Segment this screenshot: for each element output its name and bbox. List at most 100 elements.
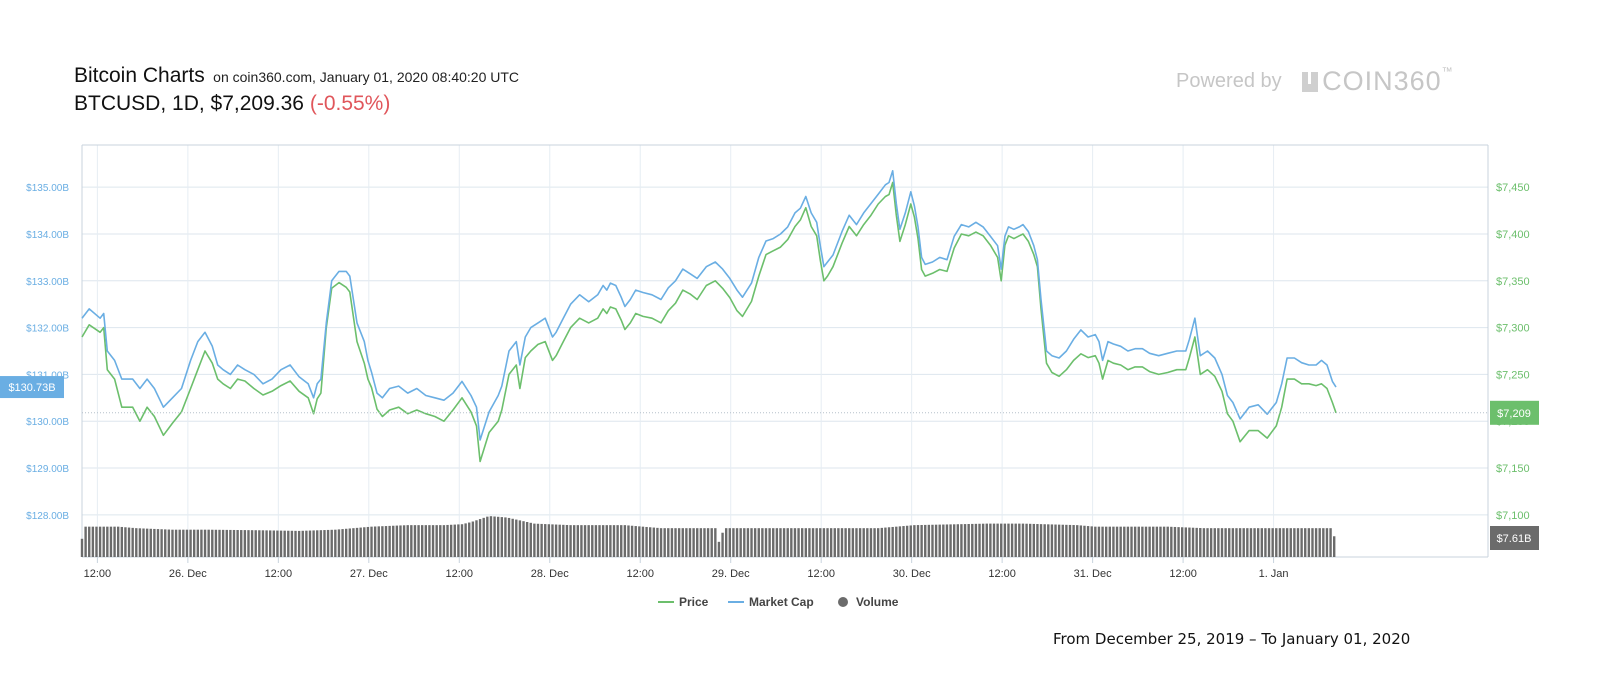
volume-bar	[735, 528, 739, 557]
volume-bar	[848, 528, 851, 557]
volume-bar	[746, 528, 750, 557]
volume-bar	[417, 525, 420, 557]
volume-bar	[1256, 528, 1260, 557]
separator: ,	[198, 92, 211, 115]
volume-bar	[873, 528, 876, 557]
coin360-logo-icon	[1302, 72, 1319, 92]
volume-bar	[1061, 524, 1064, 557]
volume-bar	[127, 527, 131, 557]
volume-bar	[413, 525, 417, 557]
volume-bar	[1076, 525, 1079, 557]
volume-bar	[924, 524, 927, 557]
volume-bar	[956, 524, 960, 557]
volume-bar	[920, 524, 923, 557]
volume-bar	[229, 529, 232, 557]
volume-bar	[782, 528, 786, 557]
y-axis-left-tick-label: $133.00B	[26, 277, 69, 288]
volume-bar	[518, 520, 522, 557]
volume-bar	[757, 528, 760, 557]
volume-bar	[1220, 528, 1224, 557]
volume-bar	[1112, 526, 1115, 557]
volume-current-badge	[1490, 526, 1539, 550]
x-axis-tick-label: 12:00	[265, 568, 293, 580]
volume-bar	[1184, 527, 1188, 557]
volume-bar	[225, 529, 228, 557]
volume-bar	[1242, 528, 1245, 557]
volume-bar	[601, 525, 605, 557]
volume-bar	[395, 525, 399, 557]
volume-bar	[826, 528, 829, 557]
volume-bar	[978, 523, 981, 557]
volume-bar	[496, 516, 500, 557]
volume-bar	[594, 525, 598, 557]
x-axis-tick-label: 28. Dec	[531, 568, 569, 580]
volume-bar	[326, 529, 330, 557]
volume-bar	[279, 530, 283, 557]
volume-bar	[174, 529, 178, 557]
volume-bar	[612, 525, 616, 557]
volume-bar	[1159, 526, 1162, 557]
volume-bar	[308, 530, 312, 557]
volume-bar	[916, 525, 920, 557]
volume-bar	[428, 525, 431, 557]
volume-bar	[580, 525, 583, 557]
volume-bar	[536, 523, 540, 557]
volume-bar	[98, 526, 102, 557]
volume-bar	[1090, 526, 1093, 557]
volume-bar	[106, 526, 109, 557]
volume-bar	[478, 519, 482, 557]
volume-bar	[196, 529, 200, 557]
volume-bar	[453, 524, 456, 557]
x-axis-tick-label: 31. Dec	[1074, 568, 1112, 580]
volume-bar	[88, 526, 91, 557]
volume-bar	[355, 527, 359, 557]
volume-bar	[1275, 528, 1278, 557]
volume-bar	[598, 525, 601, 557]
volume-bar	[1043, 524, 1046, 557]
volume-bar	[167, 529, 171, 557]
volume-bar	[388, 525, 391, 557]
volume-bar	[449, 524, 453, 557]
volume-bar	[529, 522, 532, 557]
volume-bar	[1133, 526, 1137, 557]
volume-bar	[797, 528, 800, 557]
volume-bar	[1054, 524, 1057, 557]
volume-bar	[1307, 528, 1311, 557]
volume-bar	[1180, 527, 1184, 557]
volume-bar	[1148, 526, 1151, 557]
volume-bar	[895, 526, 898, 557]
volume-bar	[981, 523, 985, 557]
volume-bar	[800, 528, 804, 557]
volume-bar	[1267, 528, 1271, 557]
volume-bar	[504, 517, 507, 557]
powered-by-logo[interactable]: Powered by COIN360™	[1176, 66, 1454, 97]
volume-bar	[934, 524, 938, 557]
volume-bar	[696, 528, 699, 557]
volume-bar	[971, 523, 974, 557]
volume-bar	[533, 523, 536, 557]
volume-bar	[587, 525, 590, 557]
volume-bar	[276, 530, 279, 557]
price-current-badge	[1490, 400, 1539, 425]
volume-bar	[772, 528, 775, 557]
x-axis-tick-label: 1. Jan	[1259, 568, 1289, 580]
volume-bar	[869, 528, 873, 557]
volume-bar	[819, 528, 822, 557]
volume-bar	[558, 524, 561, 557]
y-axis-right-tick-label: $7,150	[1496, 463, 1530, 475]
volume-bar	[475, 520, 478, 557]
volume-bar	[507, 517, 511, 557]
volume-bar	[124, 527, 127, 557]
volume-bar	[240, 530, 243, 557]
volume-bar	[554, 524, 558, 557]
volume-bar	[294, 530, 297, 557]
volume-bar	[931, 524, 934, 557]
volume-bar	[645, 526, 648, 557]
volume-bar	[728, 528, 732, 557]
y-axis-right-tick-label: $7,450	[1496, 182, 1530, 194]
volume-bar	[641, 526, 645, 557]
volume-bar	[102, 526, 105, 557]
volume-bar	[1235, 528, 1238, 557]
volume-bar	[866, 528, 869, 557]
